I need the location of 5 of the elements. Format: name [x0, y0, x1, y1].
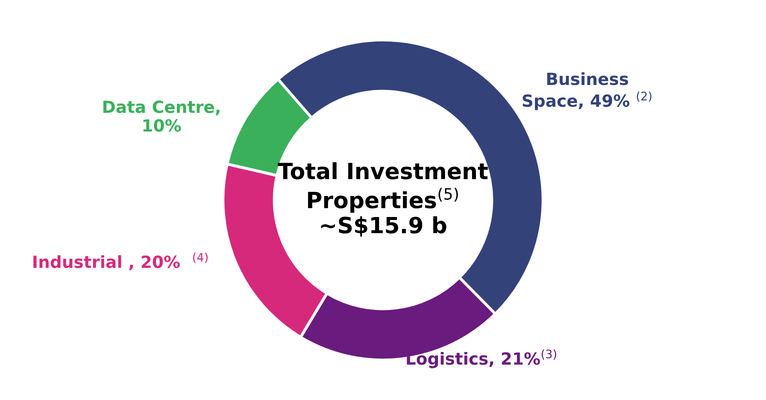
slice-label: Logistics, 21%$^{(3)}$	[406, 349, 556, 368]
text: Total Investment Properties$^{(5)}$ ~S$15.9 b	[278, 162, 488, 236]
slice-label: Data Centre, 10%	[103, 100, 220, 132]
slice-label: Business Space, 49% $^{(2)}$	[522, 72, 652, 110]
slice-label: Industrial , 20% $^{(4)}$	[33, 252, 208, 270]
